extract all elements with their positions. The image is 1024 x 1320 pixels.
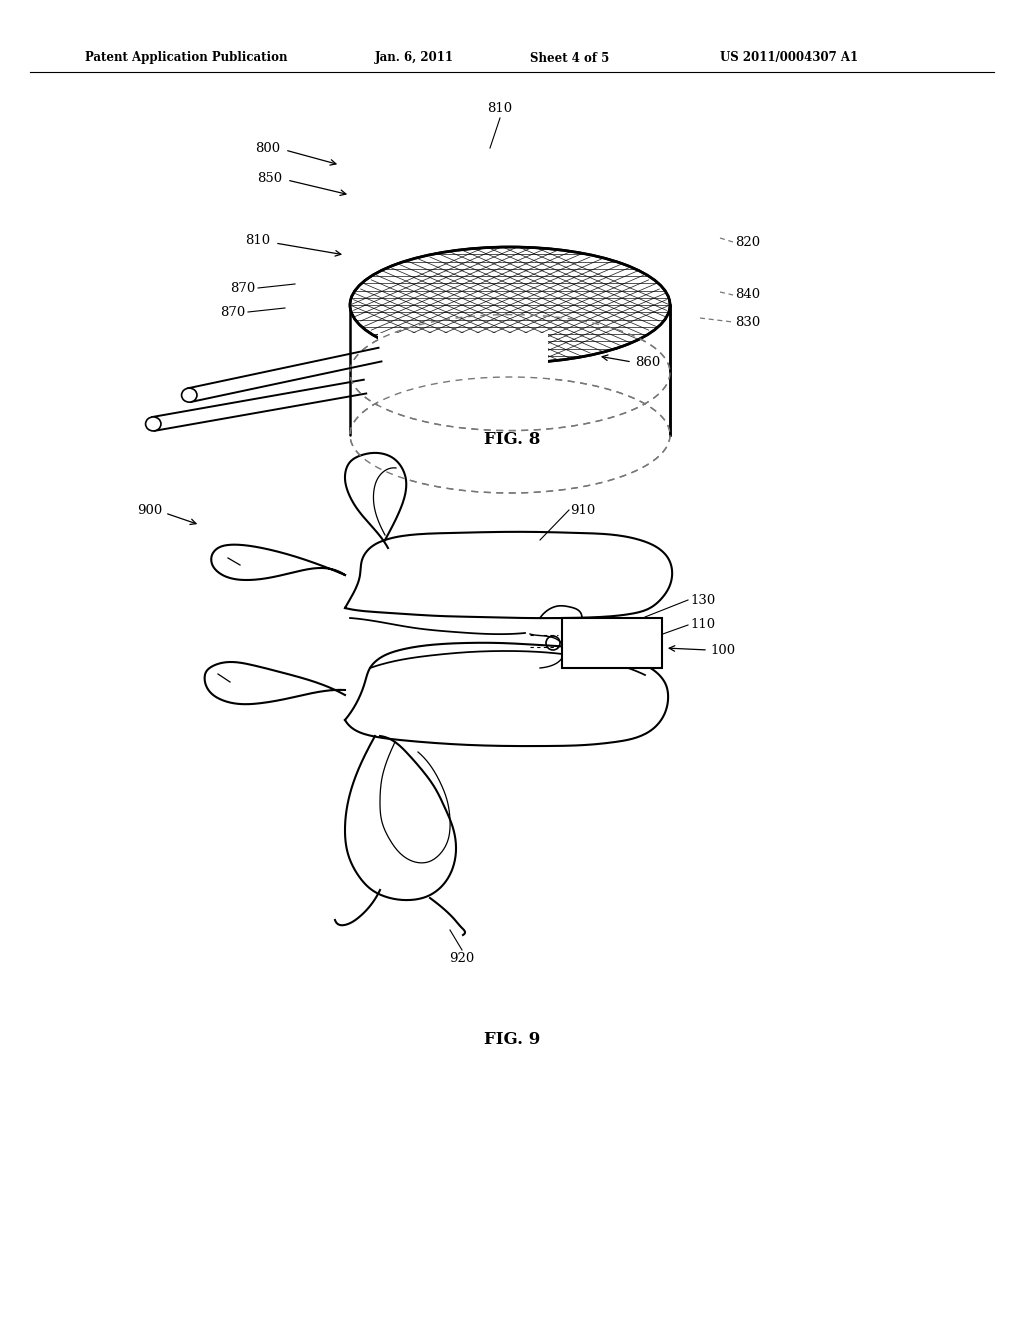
Polygon shape bbox=[345, 737, 456, 900]
Polygon shape bbox=[205, 663, 345, 704]
Text: 860: 860 bbox=[635, 355, 660, 368]
Text: 820: 820 bbox=[735, 235, 760, 248]
Text: Patent Application Publication: Patent Application Publication bbox=[85, 51, 288, 65]
Text: 900: 900 bbox=[137, 503, 162, 516]
Polygon shape bbox=[345, 643, 668, 746]
Text: 800: 800 bbox=[255, 141, 280, 154]
Text: 910: 910 bbox=[570, 503, 595, 516]
Text: Sheet 4 of 5: Sheet 4 of 5 bbox=[530, 51, 609, 65]
Bar bbox=[562, 618, 662, 668]
Text: 870: 870 bbox=[229, 281, 255, 294]
Text: 130: 130 bbox=[690, 594, 715, 606]
Text: 100: 100 bbox=[710, 644, 735, 656]
Text: FIG. 9: FIG. 9 bbox=[484, 1031, 540, 1048]
Bar bbox=[378, 333, 548, 408]
Ellipse shape bbox=[350, 247, 670, 363]
Text: 810: 810 bbox=[487, 102, 513, 115]
Text: 110: 110 bbox=[690, 619, 715, 631]
Polygon shape bbox=[211, 545, 345, 579]
Text: 880: 880 bbox=[423, 370, 447, 383]
Text: US 2011/0004307 A1: US 2011/0004307 A1 bbox=[720, 51, 858, 65]
Ellipse shape bbox=[181, 388, 197, 403]
Text: 840: 840 bbox=[735, 289, 760, 301]
Text: 850: 850 bbox=[257, 172, 282, 185]
Text: FIG. 8: FIG. 8 bbox=[483, 432, 541, 449]
Text: 830: 830 bbox=[735, 315, 760, 329]
Text: 870: 870 bbox=[220, 305, 245, 318]
Polygon shape bbox=[345, 453, 407, 548]
Text: 810: 810 bbox=[245, 234, 270, 247]
Ellipse shape bbox=[145, 417, 161, 430]
Polygon shape bbox=[345, 532, 672, 618]
Text: 920: 920 bbox=[450, 952, 475, 965]
Text: Jan. 6, 2011: Jan. 6, 2011 bbox=[375, 51, 454, 65]
